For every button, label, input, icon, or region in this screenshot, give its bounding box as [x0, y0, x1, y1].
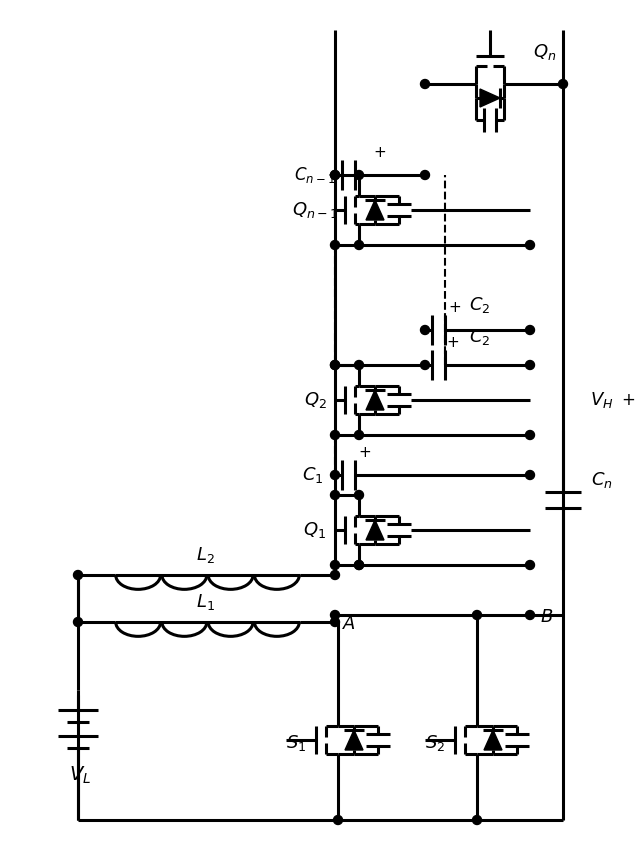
Text: $C_{n-1}$: $C_{n-1}$ — [294, 165, 336, 185]
Circle shape — [420, 80, 429, 88]
Polygon shape — [480, 89, 500, 107]
Circle shape — [420, 361, 429, 369]
Circle shape — [74, 617, 83, 627]
Text: $C_1$: $C_1$ — [302, 465, 324, 485]
Circle shape — [330, 490, 339, 500]
Text: $Q_n$: $Q_n$ — [533, 42, 557, 62]
Circle shape — [330, 241, 339, 250]
Circle shape — [330, 170, 339, 180]
Circle shape — [420, 170, 429, 180]
Polygon shape — [484, 730, 502, 750]
Circle shape — [472, 611, 481, 619]
Circle shape — [333, 816, 342, 824]
Text: $L_1$: $L_1$ — [196, 592, 214, 612]
Text: $C_n$: $C_n$ — [591, 470, 613, 490]
Circle shape — [525, 325, 534, 335]
Text: $Q_2$: $Q_2$ — [303, 390, 326, 410]
Circle shape — [525, 470, 534, 479]
Circle shape — [525, 611, 534, 619]
Circle shape — [420, 325, 429, 335]
Text: $+$: $+$ — [449, 301, 461, 315]
Text: $V_H$: $V_H$ — [590, 390, 614, 410]
Circle shape — [559, 80, 568, 88]
Circle shape — [472, 816, 481, 824]
Polygon shape — [366, 390, 384, 410]
Text: $S_2$: $S_2$ — [425, 733, 445, 753]
Circle shape — [355, 561, 364, 569]
Circle shape — [525, 241, 534, 250]
Text: $+$: $+$ — [447, 336, 460, 350]
Circle shape — [330, 470, 339, 479]
Text: $A$: $A$ — [342, 615, 356, 633]
Circle shape — [525, 430, 534, 440]
Circle shape — [355, 241, 364, 250]
Text: $+$: $+$ — [621, 391, 635, 409]
Text: $C_2$: $C_2$ — [469, 327, 491, 347]
Text: $+$: $+$ — [358, 446, 372, 460]
Circle shape — [525, 561, 534, 569]
Polygon shape — [345, 730, 363, 750]
Text: $Q_{n-1}$: $Q_{n-1}$ — [292, 200, 339, 220]
Circle shape — [330, 361, 339, 369]
Circle shape — [74, 571, 83, 579]
Text: $S_1$: $S_1$ — [286, 733, 306, 753]
Circle shape — [330, 361, 339, 369]
Circle shape — [330, 617, 339, 627]
Circle shape — [355, 490, 364, 500]
Polygon shape — [366, 200, 384, 220]
Circle shape — [330, 561, 339, 569]
Text: $L_2$: $L_2$ — [196, 545, 214, 565]
Circle shape — [355, 430, 364, 440]
Circle shape — [330, 170, 339, 180]
Circle shape — [525, 361, 534, 369]
Text: $V_L$: $V_L$ — [69, 764, 91, 786]
Circle shape — [330, 571, 339, 579]
Text: $B$: $B$ — [540, 608, 554, 626]
Polygon shape — [366, 520, 384, 540]
Circle shape — [330, 430, 339, 440]
Text: $+$: $+$ — [373, 146, 387, 160]
Text: $Q_1$: $Q_1$ — [303, 520, 326, 540]
Text: $C_2$: $C_2$ — [469, 295, 491, 315]
Circle shape — [330, 611, 339, 619]
Circle shape — [355, 170, 364, 180]
Circle shape — [355, 361, 364, 369]
Circle shape — [355, 561, 364, 569]
